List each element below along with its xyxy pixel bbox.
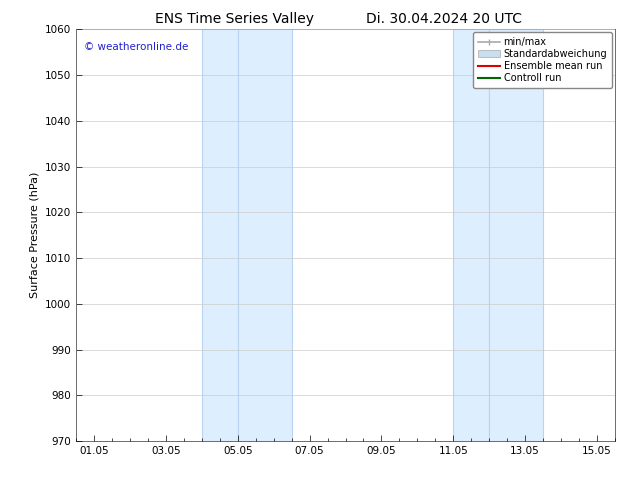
Y-axis label: Surface Pressure (hPa): Surface Pressure (hPa) (29, 172, 39, 298)
Text: Di. 30.04.2024 20 UTC: Di. 30.04.2024 20 UTC (366, 12, 522, 26)
Bar (238, 29, 292, 441)
Text: © weatheronline.de: © weatheronline.de (84, 42, 188, 52)
Bar (453, 29, 489, 441)
Bar (489, 29, 543, 441)
Legend: min/max, Standardabweichung, Ensemble mean run, Controll run: min/max, Standardabweichung, Ensemble me… (474, 32, 612, 88)
Bar (202, 29, 238, 441)
Text: ENS Time Series Valley: ENS Time Series Valley (155, 12, 314, 26)
